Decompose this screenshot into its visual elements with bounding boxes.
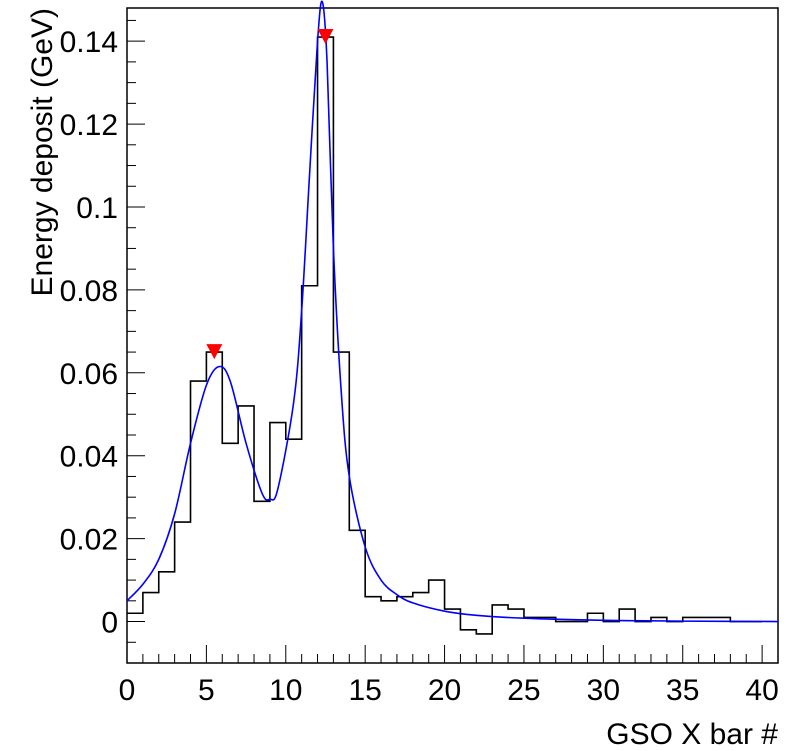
histogram-bin — [508, 609, 524, 621]
histogram-bin — [635, 622, 651, 623]
x-axis-title: GSO X bar # — [606, 718, 778, 751]
histogram-bin — [143, 593, 159, 622]
histogram-bin — [349, 530, 365, 621]
peak-marker — [206, 344, 223, 360]
histogram-bin — [603, 622, 619, 623]
histogram-bin — [238, 406, 254, 622]
y-tick-label: 0.12 — [60, 109, 118, 142]
x-tick-label: 5 — [198, 674, 215, 707]
axis-ticks — [126, 19, 763, 664]
histogram-bin — [556, 622, 572, 623]
histogram-bin — [254, 501, 270, 621]
histogram-bin — [302, 286, 318, 622]
histogram-bin — [397, 597, 413, 622]
x-tick-label: 40 — [745, 674, 778, 707]
histogram-bin — [492, 605, 508, 622]
y-tick-label: 0 — [101, 607, 118, 640]
x-tick-label: 0 — [119, 674, 136, 707]
peak-marker-layer — [206, 29, 334, 360]
x-tick-label: 15 — [348, 674, 381, 707]
plot-frame — [126, 7, 779, 664]
histogram-bin — [572, 622, 588, 623]
histogram-bin — [270, 423, 286, 622]
histogram-bin — [159, 572, 175, 622]
y-tick-label: 0.14 — [60, 26, 118, 59]
histogram-bin — [365, 597, 381, 622]
fit-curve-layer — [126, 0, 779, 623]
peak-marker — [317, 29, 334, 45]
y-tick-label: 0.08 — [60, 275, 118, 308]
histogram-bin — [206, 352, 222, 621]
y-tick-labels: 0 0.02 0.04 0.06 0.08 0.1 0.12 0.14 — [60, 26, 118, 639]
histogram-bin — [381, 601, 397, 622]
histogram-bin — [460, 622, 476, 630]
histogram-layer — [127, 36, 763, 635]
fit-curve — [126, 0, 779, 623]
y-axis-title: Energy deposit (GeV) — [26, 8, 59, 296]
histogram-bin — [286, 439, 302, 621]
histogram-bin — [127, 613, 143, 621]
y-tick-label: 0.04 — [60, 441, 118, 474]
x-tick-label: 30 — [587, 674, 620, 707]
histogram-bin — [175, 522, 191, 621]
histogram-outline — [127, 36, 763, 635]
histogram-bin — [222, 443, 238, 621]
x-tick-labels: 0 5 10 15 20 25 30 35 40 — [119, 674, 779, 707]
y-tick-label: 0.1 — [76, 192, 118, 225]
x-tick-label: 20 — [428, 674, 461, 707]
x-tick-label: 25 — [507, 674, 540, 707]
histogram-bin — [429, 580, 445, 621]
histogram-bin — [476, 622, 492, 634]
histogram-bin — [191, 381, 207, 621]
histogram-bin — [619, 609, 635, 621]
histogram-bin — [318, 37, 334, 622]
x-tick-label: 35 — [666, 674, 699, 707]
y-tick-label: 0.02 — [60, 524, 118, 557]
y-tick-label: 0.06 — [60, 358, 118, 391]
x-tick-label: 10 — [269, 674, 302, 707]
